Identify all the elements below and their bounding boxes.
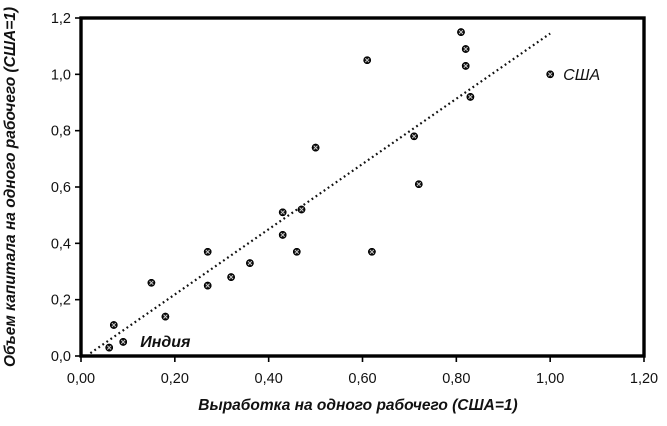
data-point (466, 93, 475, 101)
data-point (414, 180, 423, 189)
x-tick-label: 0,40 (255, 371, 283, 387)
y-tick-label: 1,2 (51, 11, 71, 27)
data-point (246, 259, 254, 267)
data-points (105, 28, 555, 352)
trend-line (89, 32, 551, 355)
data-point (410, 132, 418, 141)
x-tick-label: 0,80 (442, 371, 470, 387)
data-point (278, 231, 287, 239)
plot-frame (79, 16, 646, 358)
y-axis-ticks: 0,0 0,2 0,4 0,6 0,8 1,0 1,2 (51, 11, 81, 365)
data-point (227, 273, 235, 281)
data-point (457, 28, 465, 36)
data-point (546, 70, 555, 79)
data-point (297, 205, 306, 214)
x-tick-label: 0,20 (161, 371, 189, 387)
data-point (161, 312, 170, 321)
y-tick-label: 0,8 (51, 124, 71, 140)
data-point (203, 281, 212, 290)
data-point (203, 247, 212, 256)
data-point (311, 143, 320, 152)
y-tick-label: 0,2 (51, 293, 71, 309)
data-point (105, 343, 114, 352)
data-point (368, 247, 376, 256)
x-axis-ticks: 0,00 0,20 0,40 0,60 0,80 1,00 1,20 (67, 356, 658, 387)
y-tick-label: 0,6 (51, 180, 71, 196)
data-point (147, 278, 156, 287)
point-labels: Индия США (140, 67, 600, 351)
x-axis-title: Выработка на одного рабочего (США=1) (198, 397, 517, 414)
data-point (363, 56, 372, 65)
y-tick-label: 1,0 (51, 67, 71, 83)
y-axis-title: Объем капитала на одного рабочего (США=1… (2, 7, 19, 367)
country-label: США (563, 67, 600, 84)
data-point (461, 45, 470, 53)
x-tick-label: 1,20 (630, 371, 658, 387)
data-point (278, 208, 287, 217)
y-tick-label: 0,4 (51, 236, 71, 252)
x-tick-label: 0,60 (348, 371, 376, 387)
data-point (292, 247, 301, 256)
x-tick-label: 0,00 (67, 371, 95, 387)
data-point (461, 62, 470, 70)
data-point (109, 321, 118, 329)
y-tick-label: 0,0 (51, 349, 71, 365)
x-tick-label: 1,00 (536, 371, 564, 387)
country-label: Индия (140, 334, 191, 351)
data-point (119, 338, 128, 346)
